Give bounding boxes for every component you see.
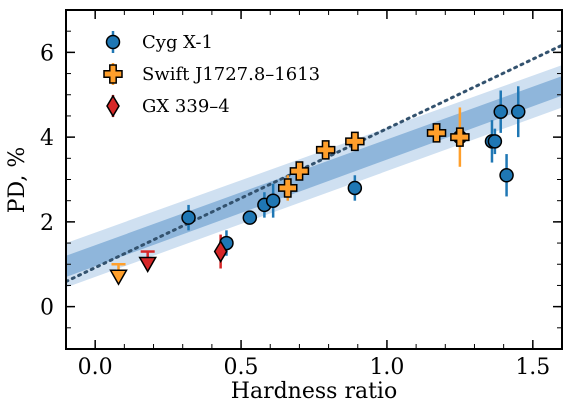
x-tick-label: 1.5 <box>515 355 550 380</box>
legend-item: Swift J1727.8–1613 <box>103 63 320 85</box>
legend-label: Cyg X-1 <box>142 32 213 53</box>
data-point <box>265 193 281 208</box>
data-point <box>345 131 365 152</box>
data-point <box>426 123 447 143</box>
legend: Cyg X-1 Swift J1727.8–1613 GX 339–4 <box>103 31 320 118</box>
inner-confidence-band <box>66 76 562 277</box>
y-tick-label: 2 <box>40 211 54 236</box>
fit-line <box>66 43 562 284</box>
data-point <box>487 134 503 149</box>
y-tick-label: 0 <box>40 296 54 321</box>
legend-marker <box>105 34 121 50</box>
confidence-bands <box>66 65 562 288</box>
upper-limit-arrow <box>109 269 128 286</box>
data-point <box>277 178 298 198</box>
data-point <box>347 180 363 196</box>
x-tick-label: 0.5 <box>224 355 259 380</box>
data-point <box>510 104 526 119</box>
upper-limit-arrow <box>138 256 157 274</box>
legend-marker <box>106 94 120 118</box>
data-markers <box>109 104 526 286</box>
data-point <box>493 104 508 119</box>
data-point <box>289 161 310 181</box>
legend-label: GX 339–4 <box>142 96 230 117</box>
data-point <box>499 168 514 183</box>
legend-item: Cyg X-1 <box>105 31 213 53</box>
data-point <box>450 127 470 147</box>
y-axis-title: PD, % <box>5 147 30 214</box>
x-tick-label: 1.0 <box>369 355 404 380</box>
data-point <box>181 210 196 225</box>
legend-item: GX 339–4 <box>106 94 230 118</box>
legend-marker <box>103 64 123 84</box>
legend-label: Swift J1727.8–1613 <box>142 64 320 85</box>
y-tick-label: 6 <box>40 41 54 66</box>
x-axis-title: Hardness ratio <box>231 379 397 404</box>
data-point <box>315 140 336 160</box>
data-point <box>213 240 228 263</box>
axes: 0.0 0.5 1.0 1.5 0 2 4 6 <box>40 9 563 380</box>
fit-line-group <box>66 43 562 284</box>
data-point <box>242 210 258 225</box>
x-tick-label: 0.0 <box>78 355 113 380</box>
y-tick-label: 4 <box>40 126 54 151</box>
